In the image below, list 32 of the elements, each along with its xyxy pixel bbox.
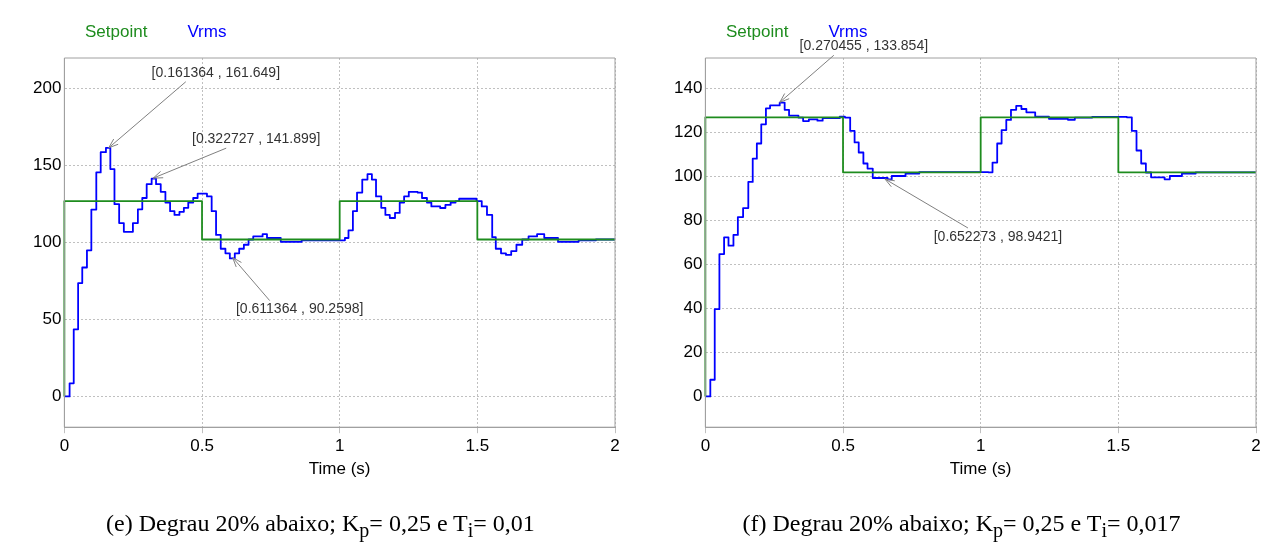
annotation: [0.161364 , 161.649] (151, 63, 281, 80)
y-tick-label: 140 (673, 78, 703, 98)
y-tick-label: 100 (673, 166, 703, 186)
x-tick-label: 2 (610, 436, 620, 456)
text: (f) Degrau 20% abaixo; K$_{p}$= 0,25 e T$_{i}$= 0,017 (741, 510, 1182, 542)
y-tick-label: 60 (683, 254, 703, 274)
y-tick-label: 80 (683, 210, 703, 230)
text: (e) Degrau 20% abaixo; K$_{p}$= 0,25 e T$_{i}$= 0,01 (105, 510, 536, 542)
x-tick-label: 1 (975, 436, 986, 456)
x-tick-label: 1.5 (465, 436, 490, 456)
y-tick-label: 120 (673, 122, 703, 142)
y-tick-label: 0 (51, 386, 62, 406)
annotation: [0.611364 , 90.2598] (235, 300, 364, 317)
text: Setpoint (85, 22, 148, 42)
text: Setpoint (726, 22, 789, 42)
y-tick-label: 40 (683, 298, 703, 318)
y-tick-label: 100 (32, 232, 62, 252)
x-tick-label: 0.5 (190, 436, 214, 456)
text: Vrms (187, 22, 227, 42)
annotation: [0.322727 , 141.899] (191, 130, 321, 146)
x-axis-title: Time (s) (949, 459, 1012, 479)
y-tick-label: 20 (683, 342, 703, 362)
x-tick-label: 0.5 (831, 436, 855, 456)
y-tick-label: 200 (32, 78, 62, 98)
y-tick-label: 150 (32, 155, 62, 175)
x-tick-label: 1 (334, 436, 345, 456)
y-tick-label: 50 (42, 309, 62, 329)
y-tick-label: 0 (692, 386, 703, 406)
x-axis-title: Time (s) (308, 459, 371, 479)
annotation: [0.652273 , 98.9421] (933, 227, 1063, 244)
x-tick-label: 2 (1251, 436, 1261, 456)
x-tick-label: 1.5 (1106, 436, 1131, 456)
